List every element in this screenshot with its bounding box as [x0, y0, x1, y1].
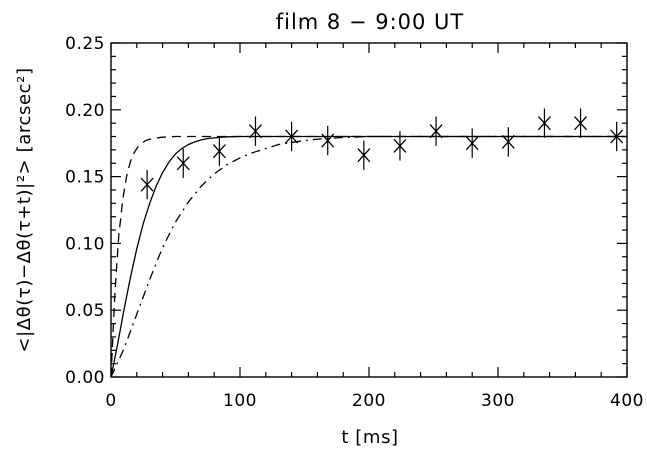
data-point — [465, 128, 479, 158]
x-tick-label: 100 — [223, 391, 257, 411]
data-point — [537, 108, 551, 138]
data-point — [212, 136, 226, 166]
data-point — [248, 116, 262, 146]
y-tick-label: 0.05 — [65, 301, 105, 321]
x-marker-stroke — [176, 156, 190, 171]
plot-area: 0 100 200 300 400 0.00 0.05 0.10 0.15 0.20 0.25 — [65, 34, 644, 411]
data-point — [574, 108, 588, 138]
fit-curve-solid — [110, 135, 627, 378]
y-tick-label: 0.15 — [65, 168, 105, 188]
data-point — [321, 125, 335, 156]
x-tick-label: 300 — [481, 391, 515, 411]
x-marker-stroke — [465, 136, 479, 151]
x-marker-stroke — [248, 124, 262, 139]
plot-frame — [110, 42, 628, 378]
chart-title: film 8 − 9:00 UT — [276, 10, 465, 34]
y-tick-label: 0.25 — [65, 34, 105, 54]
data-point — [357, 140, 371, 170]
y-tick-label: 0.00 — [65, 368, 105, 388]
x-axis-label: t [ms] — [341, 427, 398, 448]
fit-curve-dash-dot — [110, 135, 627, 378]
y-tick-label: 0.20 — [65, 101, 105, 121]
data-point — [140, 169, 154, 200]
x-marker-stroke — [357, 148, 371, 163]
x-tick-label: 0 — [105, 391, 116, 411]
x-marker-stroke — [393, 138, 407, 153]
data-point — [429, 116, 443, 146]
x-marker-stroke — [429, 124, 443, 139]
data-point — [501, 127, 515, 157]
x-marker-stroke — [140, 177, 154, 192]
x-marker-stroke — [574, 116, 588, 131]
x-marker-stroke — [501, 134, 515, 149]
fit-curve-dashed — [110, 135, 627, 378]
data-point — [393, 131, 407, 161]
data-point — [176, 148, 190, 178]
y-tick-label: 0.10 — [65, 234, 105, 254]
x-marker-stroke — [537, 116, 551, 131]
x-marker-stroke — [212, 144, 226, 159]
x-tick-label: 400 — [610, 391, 644, 411]
y-axis-label: <|Δθ(τ)−Δθ(τ+t)|²> [arcsec²] — [14, 67, 35, 352]
x-tick-label: 200 — [352, 391, 386, 411]
